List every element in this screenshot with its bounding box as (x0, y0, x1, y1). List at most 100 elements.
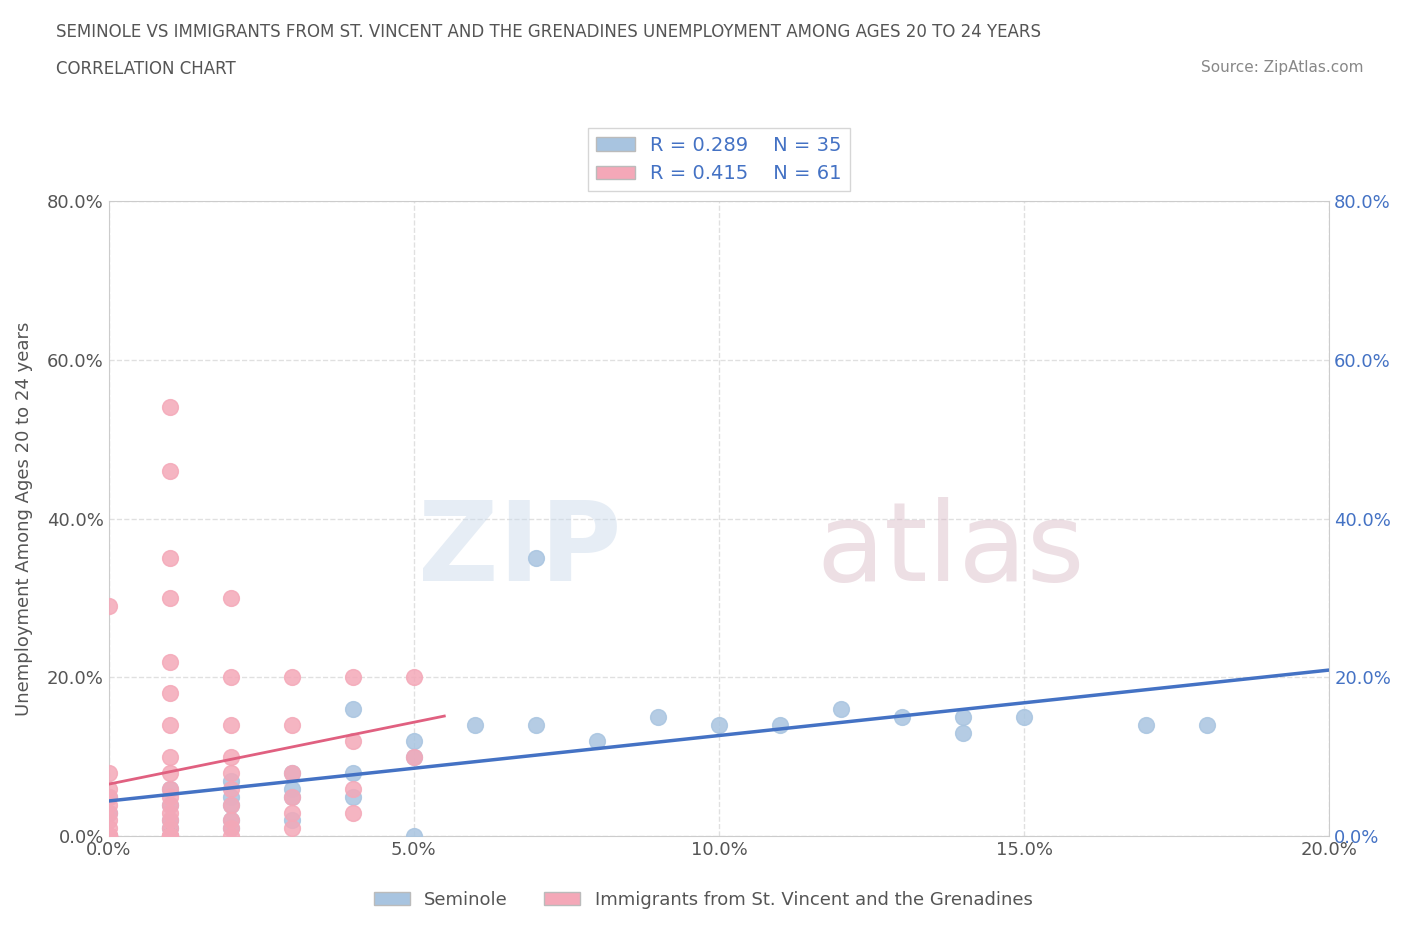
Point (342, 790, 364, 804)
Point (97, 805, 120, 820)
Text: atlas: atlas (817, 497, 1085, 604)
Point (97, 813, 120, 828)
Point (219, 813, 242, 828)
Point (402, 670, 425, 684)
Point (97, 599, 120, 614)
Point (342, 805, 364, 820)
Point (219, 797, 242, 812)
Point (402, 734, 425, 749)
Point (707, 718, 730, 733)
Point (97, 829, 120, 844)
Point (219, 773, 242, 788)
Point (1012, 710, 1035, 724)
Point (97, 797, 120, 812)
Point (219, 821, 242, 836)
Point (769, 718, 792, 733)
Point (97, 829, 120, 844)
Point (342, 734, 364, 749)
Point (159, 654, 181, 669)
Point (219, 765, 242, 780)
Point (159, 821, 181, 836)
Point (159, 813, 181, 828)
Point (280, 670, 302, 684)
Point (159, 829, 181, 844)
Point (647, 710, 669, 724)
Point (159, 829, 181, 844)
Point (159, 750, 181, 764)
Point (464, 718, 486, 733)
Point (97, 829, 120, 844)
Point (280, 790, 302, 804)
Point (219, 591, 242, 605)
Point (159, 790, 181, 804)
Point (952, 710, 974, 724)
Point (280, 781, 302, 796)
Point (219, 813, 242, 828)
Point (159, 551, 181, 565)
Point (159, 829, 181, 844)
Point (159, 829, 181, 844)
Point (159, 805, 181, 820)
Point (280, 813, 302, 828)
Y-axis label: Unemployment Among Ages 20 to 24 years: Unemployment Among Ages 20 to 24 years (15, 322, 32, 716)
Point (159, 797, 181, 812)
Point (97, 829, 120, 844)
Point (97, 781, 120, 796)
Point (159, 400, 181, 415)
Point (97, 829, 120, 844)
Point (159, 781, 181, 796)
Point (159, 813, 181, 828)
Point (219, 821, 242, 836)
Point (524, 551, 547, 565)
Point (159, 829, 181, 844)
Text: CORRELATION CHART: CORRELATION CHART (56, 60, 236, 78)
Point (280, 765, 302, 780)
Point (280, 790, 302, 804)
Point (280, 821, 302, 836)
Point (97, 829, 120, 844)
Point (891, 710, 914, 724)
Point (586, 734, 609, 749)
Point (97, 790, 120, 804)
Point (159, 829, 181, 844)
Point (342, 702, 364, 717)
Point (402, 829, 425, 844)
Point (219, 750, 242, 764)
Point (402, 750, 425, 764)
Point (524, 718, 547, 733)
Point (159, 781, 181, 796)
Point (97, 829, 120, 844)
Point (342, 670, 364, 684)
Point (280, 765, 302, 780)
Point (97, 821, 120, 836)
Point (159, 685, 181, 700)
Point (219, 790, 242, 804)
Point (97, 790, 120, 804)
Point (342, 765, 364, 780)
Point (280, 805, 302, 820)
Legend: Seminole, Immigrants from St. Vincent and the Grenadines: Seminole, Immigrants from St. Vincent an… (367, 884, 1039, 916)
Point (1135, 718, 1157, 733)
Point (159, 797, 181, 812)
Point (219, 797, 242, 812)
Point (342, 781, 364, 796)
Point (219, 718, 242, 733)
Point (219, 829, 242, 844)
Point (952, 725, 974, 740)
Point (159, 765, 181, 780)
Point (402, 750, 425, 764)
Point (280, 718, 302, 733)
Legend: R = 0.289    N = 35, R = 0.415    N = 61: R = 0.289 N = 35, R = 0.415 N = 61 (588, 127, 849, 191)
Point (219, 670, 242, 684)
Point (97, 805, 120, 820)
Point (830, 702, 852, 717)
Point (97, 829, 120, 844)
Point (159, 821, 181, 836)
Text: SEMINOLE VS IMMIGRANTS FROM ST. VINCENT AND THE GRENADINES UNEMPLOYMENT AMONG AG: SEMINOLE VS IMMIGRANTS FROM ST. VINCENT … (56, 23, 1042, 41)
Point (97, 765, 120, 780)
Point (159, 463, 181, 478)
Point (219, 781, 242, 796)
Text: ZIP: ZIP (418, 497, 621, 604)
Text: Source: ZipAtlas.com: Source: ZipAtlas.com (1201, 60, 1364, 75)
Point (159, 718, 181, 733)
